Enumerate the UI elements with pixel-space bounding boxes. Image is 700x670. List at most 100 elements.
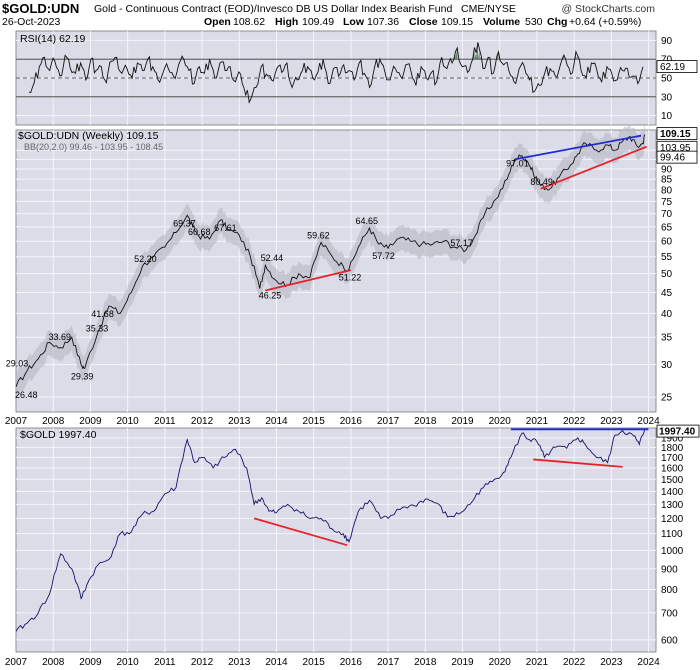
chart-exchange: CME/NYSE	[461, 3, 516, 15]
x-tick-label: 2021	[526, 657, 549, 668]
gold-price-line	[15, 428, 646, 632]
x-tick-label: 2015	[303, 657, 326, 668]
watermark: @ StockCharts.com	[561, 3, 655, 15]
high-label: High	[275, 16, 298, 28]
price-annotation: 33.69	[49, 332, 72, 342]
x-tick-label: 2024	[637, 657, 660, 668]
price-annotation: 59.62	[307, 230, 330, 240]
price-annotation: 97.01	[506, 159, 529, 169]
x-tick-label: 2008	[42, 657, 65, 668]
x-tick-label: 2009	[79, 416, 102, 427]
y-tick-label: 900	[661, 564, 678, 575]
chart-symbol: $GOLD:UDN	[2, 1, 79, 16]
price-annotation: 46.25	[259, 291, 282, 301]
x-tick-label: 2010	[117, 657, 140, 668]
y-tick-label: 35	[661, 333, 673, 344]
rsi-overbought-fill	[455, 47, 458, 60]
volume-label: Volume	[483, 16, 520, 28]
price-tag	[656, 150, 698, 164]
ratio-panel: 25303540455055606570758085909510029.0326…	[6, 122, 698, 413]
price-annotation: 69.37	[173, 218, 196, 228]
x-tick-label: 2023	[600, 416, 623, 427]
chg-value: +0.64 (+0.59%)	[569, 16, 641, 28]
price-annotation: 26.48	[15, 390, 38, 400]
rsi-overbought-fill	[115, 57, 117, 60]
x-tick-label: 2012	[191, 416, 214, 427]
y-tick-label: 1600	[661, 463, 684, 474]
rsi-line	[28, 42, 644, 104]
x-tick-label: 2020	[489, 416, 512, 427]
y-tick-label: 45	[661, 288, 673, 299]
price-annotation: 29.39	[71, 371, 94, 381]
y-tick-label: 90	[661, 36, 673, 47]
rsi-label: RSI(14) 62.19	[20, 33, 86, 45]
x-tick-label: 2022	[563, 657, 586, 668]
y-tick-label: 60	[661, 237, 673, 248]
rsi-overbought-fill	[474, 52, 477, 60]
price-tag-text: 109.15	[660, 129, 691, 140]
trendline-red	[540, 145, 648, 190]
ohlc-readout: Open 108.62 High 109.49 Low 107.36 Close…	[204, 16, 641, 28]
price-tag-text: 99.46	[660, 153, 685, 164]
x-axis-bottom: 2007 2008 2009 2010 2011 2012 2013 2014 2015 2016…	[5, 657, 660, 668]
x-tick-label: 2018	[414, 657, 437, 668]
x-tick-label: 2017	[377, 657, 400, 668]
trendline-red	[253, 517, 348, 547]
x-tick-label: 2007	[5, 657, 28, 668]
x-tick-label: 2013	[228, 657, 251, 668]
y-tick-label: 1300	[661, 500, 684, 511]
x-tick-label: 2008	[42, 416, 65, 427]
y-tick-label: 1000	[661, 546, 684, 557]
y-tick-label: 50	[661, 269, 673, 280]
chart-date: 26-Oct-2023	[2, 16, 61, 28]
price-annotation: 60.68	[188, 227, 211, 237]
x-axis-top: 2007 2008 2009 2010 2011 2012 2013 2014 2015 2016…	[5, 416, 660, 427]
x-tick-label: 2017	[377, 416, 400, 427]
price-annotation: 41.68	[91, 309, 114, 319]
x-tick-label: 2021	[526, 416, 549, 427]
x-tick-label: 2010	[117, 416, 140, 427]
y-tick-label: 90	[661, 164, 673, 175]
y-tick-label: 1400	[661, 487, 684, 498]
rsi-overbought-fill	[477, 49, 480, 60]
y-tick-label: 65	[661, 222, 673, 233]
price-annotation: 29.03	[6, 359, 29, 369]
trendline-red	[533, 458, 623, 468]
rsi-value-tag	[656, 60, 698, 73]
price-tag	[656, 127, 698, 140]
y-tick-label: 1900	[661, 433, 684, 444]
price-annotation: 67.61	[214, 223, 237, 233]
y-tick-label: 80	[661, 185, 673, 196]
y-tick-label: 600	[661, 635, 678, 646]
price-tag-text: 103.95	[660, 143, 691, 154]
gold-panel: 600 700 800 900 1000 1100 1200 1300 140015001600…	[15, 424, 700, 653]
y-tick-label: 55	[661, 252, 673, 263]
close-label: Close	[409, 16, 438, 28]
y-tick-label: 30	[661, 92, 673, 103]
gold-price-tag-text: 1997.40	[659, 427, 696, 438]
price-annotation: 35.33	[86, 324, 109, 334]
x-tick-label: 2022	[563, 416, 586, 427]
trendline-red	[265, 269, 352, 292]
ratio-price-line	[15, 134, 646, 387]
y-tick-label: 70	[661, 209, 673, 220]
price-annotation: 52.44	[261, 253, 284, 263]
x-tick-label: 2024	[637, 416, 660, 427]
x-tick-label: 2007	[5, 416, 28, 427]
x-tick-label: 2013	[228, 416, 251, 427]
close-value: 109.15	[441, 16, 473, 28]
y-tick-label: 1200	[661, 514, 684, 525]
x-tick-label: 2011	[154, 657, 176, 668]
rsi-overbought-fill	[575, 55, 578, 60]
price-annotation: 51.22	[339, 272, 362, 282]
x-tick-label: 2014	[265, 416, 288, 427]
chg-label: Chg	[547, 16, 567, 28]
panel-background	[15, 427, 657, 653]
high-value: 109.49	[302, 16, 334, 28]
y-tick-label: 1500	[661, 475, 684, 486]
y-tick-label: 1700	[661, 453, 684, 464]
y-tick-label: 50	[661, 74, 673, 85]
y-tick-label: 40	[661, 309, 673, 320]
